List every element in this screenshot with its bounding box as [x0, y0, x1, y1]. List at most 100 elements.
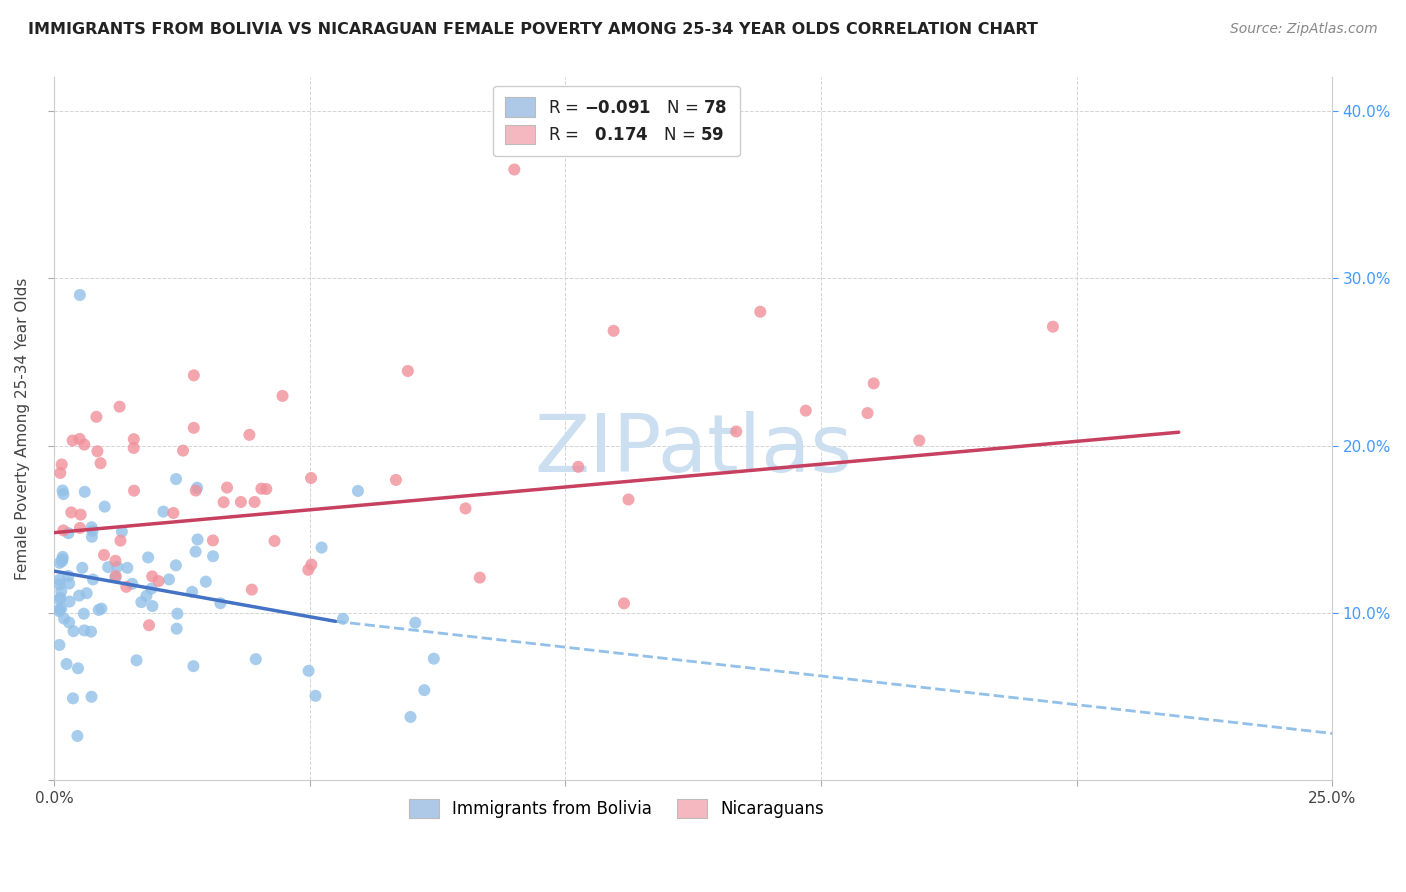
Point: [90, 456, 112, 470]
Point: [48, 638, 70, 652]
Point: [454, 501, 477, 516]
Point: [141, 599, 163, 613]
Point: [602, 324, 624, 338]
Point: [48, 602, 70, 616]
Point: [617, 492, 640, 507]
Point: [141, 569, 163, 583]
Point: [299, 558, 322, 572]
Point: [613, 596, 636, 610]
Point: [80, 624, 103, 639]
Point: [66, 729, 89, 743]
Point: [725, 425, 748, 439]
Point: [72, 561, 94, 575]
Point: [423, 651, 446, 665]
Point: [404, 615, 426, 630]
Point: [250, 482, 273, 496]
Point: [186, 481, 208, 495]
Point: [82, 573, 104, 587]
Point: [48, 604, 70, 618]
Point: [69, 288, 91, 302]
Point: [297, 664, 319, 678]
Point: [93, 500, 115, 514]
Point: [110, 533, 132, 548]
Point: [1042, 319, 1064, 334]
Point: [52, 549, 75, 564]
Point: [125, 653, 148, 667]
Point: [908, 434, 931, 448]
Point: [73, 624, 96, 638]
Point: [271, 389, 294, 403]
Point: [48, 577, 70, 591]
Point: [215, 481, 238, 495]
Y-axis label: Female Poverty Among 25-34 Year Olds: Female Poverty Among 25-34 Year Olds: [15, 277, 30, 580]
Point: [413, 683, 436, 698]
Point: [299, 471, 322, 485]
Point: [749, 304, 772, 318]
Point: [48, 556, 70, 570]
Point: [117, 561, 139, 575]
Point: [794, 403, 817, 417]
Point: [209, 596, 232, 610]
Point: [503, 162, 526, 177]
Point: [62, 624, 84, 639]
Point: [108, 400, 131, 414]
Point: [229, 495, 252, 509]
Point: [115, 580, 138, 594]
Point: [51, 601, 73, 615]
Point: [82, 524, 104, 538]
Point: [51, 552, 73, 566]
Point: [122, 432, 145, 446]
Point: [69, 432, 91, 446]
Point: [87, 603, 110, 617]
Point: [148, 574, 170, 588]
Point: [52, 524, 75, 538]
Point: [201, 533, 224, 548]
Point: [347, 483, 370, 498]
Point: [53, 611, 76, 625]
Point: [58, 569, 80, 583]
Point: [194, 574, 217, 589]
Point: [136, 550, 159, 565]
Legend: Immigrants from Bolivia, Nicaraguans: Immigrants from Bolivia, Nicaraguans: [402, 792, 831, 825]
Point: [58, 576, 80, 591]
Point: [62, 691, 84, 706]
Point: [48, 573, 70, 587]
Point: [238, 428, 260, 442]
Point: [80, 530, 103, 544]
Point: [51, 584, 73, 599]
Point: [183, 659, 205, 673]
Point: [86, 444, 108, 458]
Point: [243, 495, 266, 509]
Point: [97, 560, 120, 574]
Point: [51, 554, 73, 568]
Point: [86, 409, 108, 424]
Point: [263, 533, 285, 548]
Point: [51, 458, 73, 472]
Point: [187, 533, 209, 547]
Point: [212, 495, 235, 509]
Point: [385, 473, 408, 487]
Point: [141, 582, 163, 596]
Point: [240, 582, 263, 597]
Point: [165, 558, 187, 573]
Point: [49, 591, 72, 605]
Point: [567, 459, 589, 474]
Text: IMMIGRANTS FROM BOLIVIA VS NICARAGUAN FEMALE POVERTY AMONG 25-34 YEAR OLDS CORRE: IMMIGRANTS FROM BOLIVIA VS NICARAGUAN FE…: [28, 22, 1038, 37]
Point: [254, 482, 277, 496]
Point: [245, 652, 267, 666]
Point: [73, 484, 96, 499]
Point: [165, 472, 187, 486]
Point: [202, 549, 225, 564]
Point: [80, 690, 103, 704]
Point: [49, 466, 72, 480]
Point: [52, 487, 75, 501]
Point: [52, 483, 75, 498]
Point: [73, 437, 96, 451]
Point: [862, 376, 884, 391]
Point: [304, 689, 326, 703]
Point: [138, 618, 160, 632]
Point: [311, 541, 333, 555]
Point: [152, 505, 174, 519]
Point: [76, 586, 98, 600]
Point: [104, 569, 127, 583]
